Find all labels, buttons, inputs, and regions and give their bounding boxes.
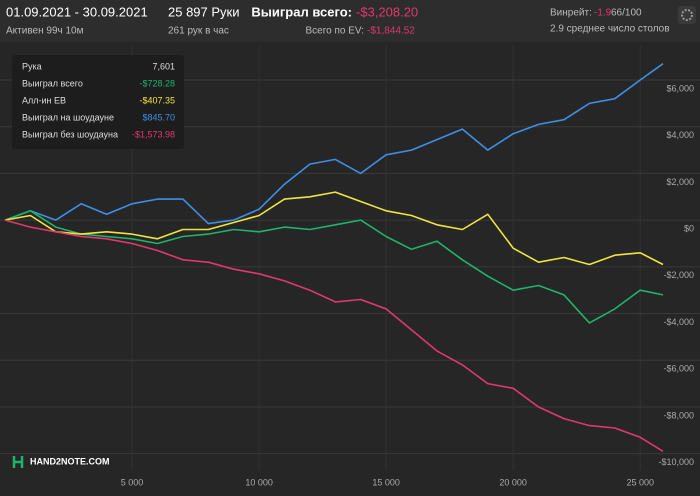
tooltip-bg [12, 55, 184, 149]
y-tick-label: -$2,000 [663, 270, 694, 280]
tooltip-value: -$728.28 [139, 78, 175, 88]
series-line [4, 63, 664, 225]
settings-bg[interactable] [678, 6, 696, 24]
x-tick-label: 20 000 [499, 477, 527, 487]
x-tick-label: 10 000 [245, 477, 273, 487]
tooltip-label: Рука [22, 61, 42, 71]
tooltip-label: Выиграл всего [22, 78, 83, 88]
tooltip-value: -$407.35 [139, 95, 175, 105]
tooltip: Рука 7,601 Выиграл всего -$728.28 Алл-ин EB -… [12, 55, 184, 149]
ev-label: Всего по EV: [305, 26, 364, 37]
x-tick-label: 25 000 [626, 477, 654, 487]
y-tick-label: $0 [684, 224, 694, 234]
logo-icon [12, 456, 24, 468]
winrate-label: Винрейт: [550, 8, 592, 19]
hands: 25 897 Руки [168, 4, 240, 19]
x-tick-label: 15 000 [372, 477, 400, 487]
y-tick-label: -$8,000 [663, 410, 694, 420]
series-line [4, 210, 664, 324]
series-line [4, 191, 664, 266]
logo-text: HAND2NOTE.COM [30, 456, 110, 466]
tooltip-value: -$1,573.98 [132, 129, 175, 139]
y-tick-label: -$10,000 [658, 457, 694, 467]
settings-gear[interactable] [681, 9, 693, 21]
series-line [4, 219, 664, 452]
y-tick-label: -$6,000 [663, 364, 694, 374]
tooltip-value: $845.70 [142, 112, 175, 122]
winrate-unit: 66/100 [611, 8, 642, 19]
active-time: Активен 99ч 10м [6, 26, 84, 37]
plot: $6,000 $4,000 $2,000 $0 -$2,000 -$4,000 -$6,00… [0, 45, 700, 487]
won-value: -$3,208.20 [356, 4, 418, 19]
won-label: Выиграл всего: [251, 4, 352, 19]
tooltip-label: Алл-ин EB [22, 95, 66, 105]
x-tick-label: 5 000 [121, 477, 144, 487]
y-tick-label: -$4,000 [663, 317, 694, 327]
winrate-value: -1.9 [594, 8, 612, 19]
tooltip-label: Выиграл без шоудауна [22, 129, 118, 139]
y-tick-label: $4,000 [666, 130, 694, 140]
y-tick-label: $2,000 [666, 177, 694, 187]
settings-button[interactable] [678, 6, 696, 24]
y-tick-label: $6,000 [666, 83, 694, 93]
tooltip-value: 7,601 [152, 61, 175, 71]
rate: 261 рук в час [168, 26, 229, 37]
period: 01.09.2021 - 30.09.2021 [6, 4, 148, 19]
tables: 2.9 среднее число столов [550, 24, 670, 35]
tooltip-label: Выиграл на шоудауне [22, 112, 114, 122]
logo: HAND2NOTE.COM [12, 456, 110, 468]
header-bar [0, 0, 700, 42]
ev-value: -$1,844.52 [367, 26, 415, 37]
